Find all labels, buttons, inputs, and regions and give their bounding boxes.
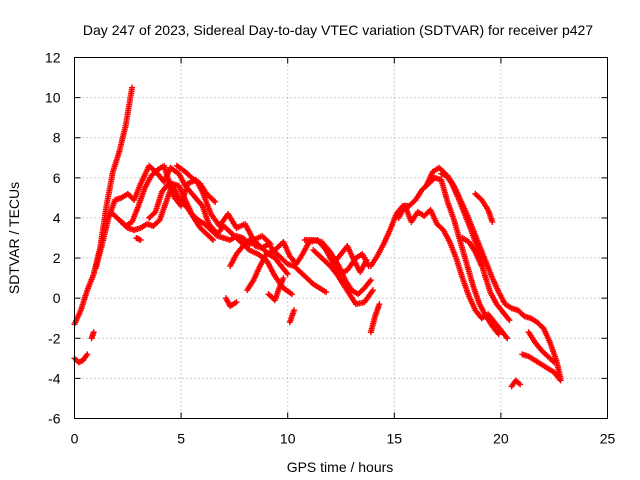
- series-s17: [331, 243, 370, 276]
- data-point: [210, 237, 217, 244]
- data-point: [517, 381, 524, 388]
- series-s14: [286, 307, 298, 326]
- y-tick-label: 4: [53, 210, 61, 226]
- plot-frame: [74, 57, 608, 419]
- series-s6: [118, 180, 291, 278]
- data-point: [284, 271, 291, 278]
- data-point: [90, 329, 97, 336]
- series-s20: [395, 202, 511, 342]
- series-s2: [71, 351, 91, 366]
- series-s24: [472, 190, 496, 225]
- y-tick-label: -6: [48, 411, 61, 427]
- data-point: [233, 299, 240, 306]
- series-s26: [519, 351, 564, 384]
- y-tick-label: 8: [53, 130, 61, 146]
- data-point: [288, 291, 295, 298]
- data-point: [137, 237, 144, 244]
- data-point: [506, 317, 513, 324]
- series-s15: [301, 237, 374, 298]
- series-s9: [173, 162, 219, 205]
- grid: [74, 57, 608, 419]
- data-point: [323, 289, 330, 296]
- x-tick-label: 15: [387, 431, 403, 447]
- data-point: [557, 377, 564, 384]
- series-s25: [508, 377, 524, 390]
- series-s27: [525, 329, 558, 366]
- y-axis-label: SDTVAR / TECUs: [6, 182, 22, 294]
- series-s16: [310, 247, 376, 308]
- series-s3: [88, 329, 97, 342]
- data-point: [376, 301, 383, 308]
- y-tick-label: 6: [53, 170, 61, 186]
- data-point: [129, 84, 136, 91]
- series-s8: [146, 176, 274, 248]
- data-point: [208, 235, 215, 242]
- data-point: [367, 277, 374, 284]
- data-point: [151, 210, 158, 217]
- x-tick-label: 10: [280, 431, 296, 447]
- series-s18: [367, 301, 383, 336]
- data-point: [369, 287, 376, 294]
- data-point: [478, 263, 485, 270]
- y-tick-label: 10: [45, 90, 61, 106]
- data-point: [155, 218, 162, 225]
- y-tick-label: 12: [45, 50, 61, 66]
- data-point: [280, 275, 287, 282]
- y-tick-label: -2: [48, 330, 61, 346]
- series-s23: [459, 235, 485, 270]
- data-point: [363, 257, 370, 264]
- data-point: [212, 198, 219, 205]
- series-s11: [227, 237, 330, 296]
- data-point: [504, 335, 511, 342]
- y-tick-label: 2: [53, 250, 61, 266]
- x-tick-label: 0: [71, 431, 79, 447]
- y-tick-label: -4: [48, 370, 61, 386]
- data-point: [84, 351, 91, 358]
- series-s7: [133, 235, 144, 244]
- series-s10: [222, 295, 240, 310]
- axis-ticks: 0 5 10 15 20 25 -6 -4 -2 0 2 4 6 8 10 12: [45, 50, 616, 447]
- series-s4: [92, 162, 295, 298]
- data-point: [489, 218, 496, 225]
- chart-title: Day 247 of 2023, Sidereal Day-to-day VTE…: [83, 22, 593, 38]
- x-tick-label: 25: [600, 431, 616, 447]
- data-points: [71, 84, 564, 390]
- x-tick-label: 20: [493, 431, 509, 447]
- x-axis-label: GPS time / hours: [287, 459, 394, 475]
- data-point: [551, 359, 558, 366]
- series-s13: [265, 275, 287, 304]
- series-s1: [71, 84, 136, 328]
- data-point: [549, 358, 556, 365]
- data-point: [291, 307, 298, 314]
- x-tick-label: 5: [177, 431, 185, 447]
- data-point: [495, 331, 502, 338]
- y-tick-label: 0: [53, 290, 61, 306]
